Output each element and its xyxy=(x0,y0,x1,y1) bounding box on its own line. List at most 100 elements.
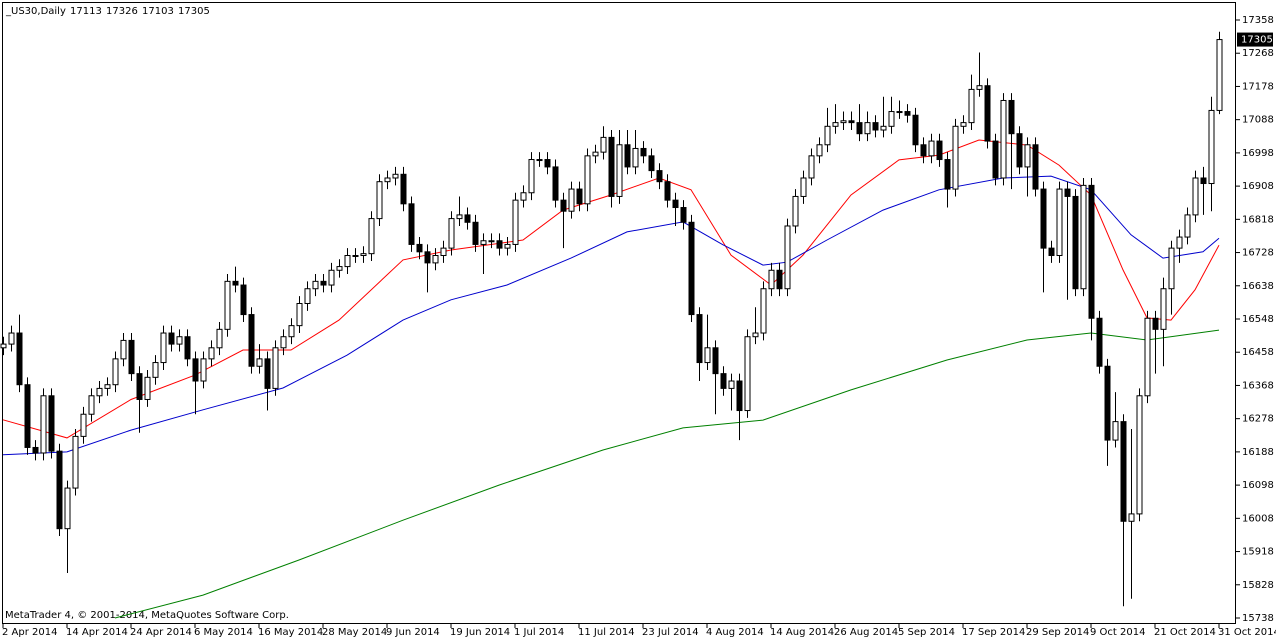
x-tick-label: 14 Apr 2014 xyxy=(66,627,128,638)
candle-body xyxy=(616,144,623,197)
candle-body xyxy=(1096,317,1103,367)
candle-body xyxy=(1208,109,1215,185)
x-tick-label: 9 Jun 2014 xyxy=(386,627,440,638)
candle-body xyxy=(1184,214,1191,238)
y-tick-label: 16638 xyxy=(1242,281,1274,292)
candle-body xyxy=(80,413,87,437)
candle-body xyxy=(0,343,7,349)
candle-body xyxy=(936,140,943,161)
x-tick-label: 26 Aug 2014 xyxy=(834,627,898,638)
candle-body xyxy=(160,332,167,364)
candle-body xyxy=(648,155,655,172)
candle-body xyxy=(392,173,399,179)
candle-body xyxy=(1136,395,1143,515)
candle-body xyxy=(1160,288,1167,330)
y-tick-label: 17358 xyxy=(1242,15,1274,26)
x-tick-label: 6 May 2014 xyxy=(194,627,253,638)
x-tick-label: 29 Sep 2014 xyxy=(1026,627,1089,638)
candle-body xyxy=(520,192,527,201)
candle-body xyxy=(96,387,103,397)
y-tick-label: 16008 xyxy=(1242,513,1274,524)
candle-body xyxy=(456,214,463,220)
candle-body xyxy=(904,111,911,116)
candle-body xyxy=(336,266,343,271)
candle-body xyxy=(480,240,487,245)
candle-body xyxy=(64,487,71,530)
y-tick-label: 15828 xyxy=(1242,580,1274,591)
candle-body xyxy=(1192,177,1199,216)
candle-body xyxy=(1120,421,1127,522)
candle-body xyxy=(120,339,127,360)
candle-body xyxy=(1176,236,1183,249)
candle-body xyxy=(920,144,927,157)
candle-body xyxy=(560,199,567,212)
candle-body xyxy=(568,188,575,212)
candle-body xyxy=(1032,144,1039,190)
candle-body xyxy=(856,122,863,135)
x-tick-label: 4 Aug 2014 xyxy=(706,627,764,638)
candle-body xyxy=(488,240,495,243)
price-box xyxy=(1237,32,1273,47)
y-tick-label: 17088 xyxy=(1242,115,1274,126)
candle-body xyxy=(368,218,375,255)
candle-body xyxy=(208,347,215,360)
candle-body xyxy=(608,136,615,197)
header-value: 17326 xyxy=(106,6,138,17)
candle-body xyxy=(16,332,23,386)
candle-body xyxy=(432,255,439,264)
candle-body xyxy=(576,188,583,205)
candle-body xyxy=(1144,317,1151,397)
candle-body xyxy=(320,280,327,286)
candle-body xyxy=(312,280,319,290)
candle-body xyxy=(672,199,679,209)
candle-body xyxy=(1056,188,1063,257)
candle-body xyxy=(824,125,831,146)
x-tick-label: 21 Oct 2014 xyxy=(1154,627,1216,638)
candle-body xyxy=(128,339,135,375)
candle-body xyxy=(704,347,711,364)
candle-body xyxy=(288,325,295,338)
candle-body xyxy=(680,207,687,223)
candle-body xyxy=(760,288,767,334)
y-tick-label: 15918 xyxy=(1242,547,1274,558)
candle-body xyxy=(840,120,847,124)
candle-body xyxy=(992,140,999,179)
candle-body xyxy=(584,155,591,205)
candle-body xyxy=(144,376,151,400)
candle-body xyxy=(848,120,855,124)
y-tick-label: 16818 xyxy=(1242,214,1274,225)
candle-body xyxy=(496,240,503,249)
candle-body xyxy=(232,280,239,286)
candle-body xyxy=(24,384,31,448)
candle-body xyxy=(960,122,967,127)
candle-body xyxy=(168,332,175,345)
footer: MetaTrader 4, © 2001-2014, MetaQuotes So… xyxy=(5,610,289,621)
x-tick-label: 9 Oct 2014 xyxy=(1090,627,1145,638)
candle-body xyxy=(224,280,231,330)
candle-body xyxy=(736,380,743,412)
candle-body xyxy=(88,395,95,415)
candle-body xyxy=(424,251,431,264)
candle-body xyxy=(832,122,839,127)
candle-body xyxy=(8,332,15,345)
candle-body xyxy=(1048,247,1055,257)
x-tick-label: 16 May 2014 xyxy=(258,627,323,638)
candle-body xyxy=(864,122,871,135)
y-tick-label: 16728 xyxy=(1242,248,1274,259)
candle-body xyxy=(968,88,975,124)
candle-body xyxy=(1112,421,1119,441)
x-tick-label: 1 Jul 2014 xyxy=(514,627,564,638)
candle-body xyxy=(712,347,719,375)
candle-body xyxy=(176,336,183,345)
candle-body xyxy=(880,125,887,131)
candle-body xyxy=(696,314,703,364)
x-tick-label: 31 Oct 2014 xyxy=(1218,627,1276,638)
candle-body xyxy=(528,159,535,194)
candle-body xyxy=(720,373,727,389)
candle-body xyxy=(152,362,159,378)
candle-body xyxy=(688,221,695,316)
candle-body xyxy=(328,269,335,286)
x-tick-label: 14 Aug 2014 xyxy=(770,627,834,638)
x-tick-label: 24 Apr 2014 xyxy=(130,627,192,638)
